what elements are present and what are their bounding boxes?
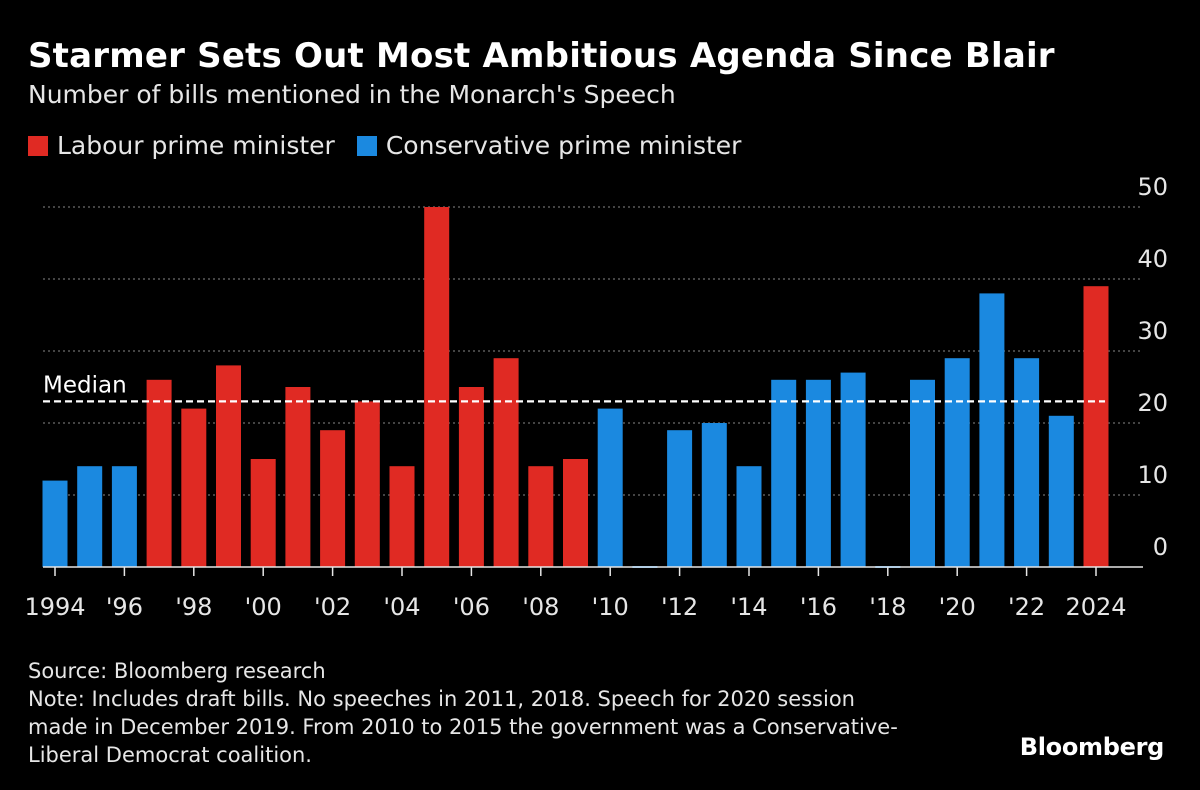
bar-1999 bbox=[216, 365, 241, 567]
bar-2016 bbox=[805, 379, 831, 567]
median-label: Median bbox=[43, 372, 127, 398]
bar-2003 bbox=[354, 401, 380, 567]
x-tick-label-1998: '98 bbox=[175, 593, 212, 621]
bar-2006 bbox=[458, 387, 484, 567]
y-tick-label-10: 10 bbox=[1137, 461, 1168, 489]
bar-2014 bbox=[736, 466, 762, 567]
legend-item-labour: Labour prime minister bbox=[28, 131, 335, 160]
bloomberg-logo: Bloomberg bbox=[1019, 733, 1165, 761]
bar-2004 bbox=[389, 466, 415, 567]
bar-1994 bbox=[42, 480, 68, 567]
bar-2021 bbox=[979, 293, 1005, 567]
bar-2020 bbox=[944, 358, 970, 567]
x-tick-label-2012: '12 bbox=[661, 593, 698, 621]
bar-2008 bbox=[528, 466, 554, 567]
legend: Labour prime minister Conservative prime… bbox=[28, 131, 741, 160]
bar-1998 bbox=[181, 408, 207, 567]
bar-2001 bbox=[285, 387, 311, 567]
bar-2015 bbox=[771, 379, 797, 567]
x-tick-label-2008: '08 bbox=[522, 593, 559, 621]
x-tick-label-2010: '10 bbox=[592, 593, 629, 621]
x-tick-label-2002: '02 bbox=[314, 593, 351, 621]
x-tick-label-1996: '96 bbox=[106, 593, 143, 621]
bar-2007 bbox=[493, 358, 519, 567]
legend-label-labour: Labour prime minister bbox=[57, 131, 335, 160]
x-tick-label-1994: 1994 bbox=[24, 593, 85, 621]
bar-2000 bbox=[250, 459, 276, 567]
bar-2010 bbox=[597, 408, 623, 567]
note-line-2: made in December 2019. From 2010 to 2015… bbox=[28, 715, 898, 739]
bar-1995 bbox=[77, 466, 103, 567]
bar-2005 bbox=[424, 207, 450, 567]
x-tick-label-2016: '16 bbox=[800, 593, 837, 621]
x-tick-label-2018: '18 bbox=[869, 593, 906, 621]
x-tick-label-2014: '14 bbox=[730, 593, 767, 621]
legend-item-conservative: Conservative prime minister bbox=[356, 131, 742, 160]
note-line-1: Note: Includes draft bills. No speeches … bbox=[28, 687, 855, 711]
bar-2023 bbox=[1048, 415, 1074, 567]
bar-2019 bbox=[910, 379, 935, 567]
bar-2017 bbox=[840, 372, 866, 567]
bar-2022 bbox=[1014, 358, 1040, 567]
x-tick-label-2000: '00 bbox=[245, 593, 282, 621]
y-tick-label-40: 40 bbox=[1137, 245, 1168, 273]
legend-label-conservative: Conservative prime minister bbox=[385, 131, 742, 160]
bar-1997 bbox=[146, 379, 172, 567]
x-tick-label-2020: '20 bbox=[939, 593, 976, 621]
x-tick-label-2024: 2024 bbox=[1065, 593, 1126, 621]
chart-title: Starmer Sets Out Most Ambitious Agenda S… bbox=[28, 36, 1055, 76]
x-tick-label-2006: '06 bbox=[453, 593, 490, 621]
bar-2013 bbox=[701, 423, 727, 567]
source-text: Source: Bloomberg research bbox=[28, 659, 326, 683]
y-tick-label-50: 50 bbox=[1137, 173, 1168, 201]
x-tick-label-2022: '22 bbox=[1008, 593, 1045, 621]
y-tick-label-0: 0 bbox=[1153, 533, 1168, 561]
bar-1996 bbox=[111, 466, 137, 567]
y-tick-label-30: 30 bbox=[1137, 317, 1168, 345]
bar-2024 bbox=[1083, 286, 1109, 567]
bar-2009 bbox=[563, 459, 588, 567]
bar-2002 bbox=[320, 430, 346, 567]
legend-swatch-conservative bbox=[356, 135, 377, 156]
bar-chart: 0 10 20 30 40 50 1994 '96 '98 '00 '02 '04 '06 '08 '10 '… bbox=[24, 173, 1168, 621]
legend-swatch-labour bbox=[28, 135, 48, 156]
note-line-3: Liberal Democrat coalition. bbox=[28, 743, 312, 767]
x-tick-label-2004: '04 bbox=[383, 593, 420, 621]
footer: Source: Bloomberg research Note: Include… bbox=[28, 657, 988, 769]
y-tick-label-20: 20 bbox=[1137, 389, 1168, 417]
bar-2012 bbox=[667, 430, 693, 567]
chart-subtitle: Number of bills mentioned in the Monarch… bbox=[28, 80, 676, 109]
